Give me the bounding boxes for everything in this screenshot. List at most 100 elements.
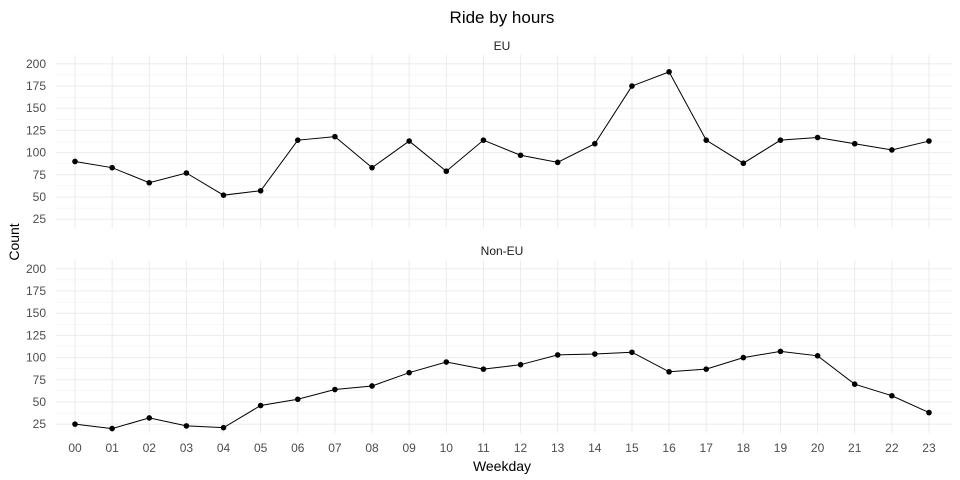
panel-strip-non-eu: Non-EU [481, 244, 524, 258]
data-point-eu-18 [740, 160, 747, 167]
data-point-eu-07 [332, 133, 338, 140]
data-point-eu-21 [851, 140, 858, 147]
data-point-non-eu-05 [257, 402, 264, 409]
x-tick-label: 08 [365, 441, 379, 455]
data-point-non-eu-20 [814, 353, 821, 359]
data-point-eu-23 [926, 138, 932, 144]
data-point-eu-14 [592, 140, 598, 147]
x-tick-label: 21 [848, 441, 862, 455]
data-point-non-eu-09 [406, 369, 412, 376]
data-point-eu-17 [703, 137, 710, 143]
data-point-eu-15 [629, 83, 635, 89]
x-tick-label: 05 [254, 441, 268, 455]
y-tick-label-eu: 100 [26, 146, 46, 160]
series-line-eu [74, 71, 930, 196]
data-point-non-eu-16 [666, 368, 672, 375]
data-point-non-eu-06 [294, 396, 301, 403]
x-tick-label: 14 [588, 441, 602, 455]
x-tick-label: 01 [105, 441, 119, 455]
data-point-non-eu-21 [851, 381, 858, 388]
y-tick-label-eu: 25 [33, 212, 47, 226]
data-point-non-eu-12 [517, 361, 524, 368]
data-point-eu-01 [109, 164, 115, 171]
x-tick-label: 03 [180, 441, 194, 455]
y-tick-label-non-eu: 75 [33, 373, 47, 387]
y-tick-label-eu: 75 [33, 168, 47, 182]
x-tick-label: 09 [402, 441, 416, 455]
data-point-non-eu-18 [740, 354, 747, 361]
y-tick-label-non-eu: 175 [26, 284, 46, 298]
chart-title: Ride by hours [450, 8, 555, 27]
data-point-non-eu-02 [146, 415, 153, 421]
x-tick-label: 00 [68, 441, 82, 455]
grid-eu [56, 55, 952, 228]
data-point-non-eu-14 [592, 351, 598, 357]
y-tick-label-non-eu: 125 [26, 328, 46, 342]
data-point-non-eu-03 [183, 423, 190, 429]
data-point-eu-12 [517, 152, 524, 159]
x-tick-label: 20 [811, 441, 825, 455]
data-point-eu-16 [666, 69, 672, 75]
x-tick-label: 02 [143, 441, 157, 455]
y-tick-label-eu: 125 [26, 123, 46, 137]
data-point-non-eu-22 [889, 392, 895, 399]
data-point-non-eu-23 [926, 409, 932, 416]
data-point-eu-20 [814, 134, 821, 141]
x-tick-label: 19 [774, 441, 788, 455]
y-tick-label-non-eu: 25 [33, 417, 47, 431]
series-line-non-eu [74, 350, 930, 430]
x-tick-label: 13 [551, 441, 565, 455]
x-axis-label: Weekday [473, 458, 531, 474]
x-tick-label: 07 [328, 441, 342, 455]
y-tick-label-non-eu: 50 [33, 395, 47, 409]
panel-strip-eu: EU [494, 39, 511, 53]
data-point-non-eu-01 [109, 425, 115, 432]
data-point-non-eu-10 [443, 359, 450, 365]
data-point-eu-02 [146, 179, 153, 186]
x-tick-label: 23 [922, 441, 936, 455]
y-tick-label-non-eu: 150 [26, 306, 46, 320]
data-point-non-eu-15 [629, 349, 635, 356]
data-point-eu-00 [72, 158, 78, 165]
data-point-non-eu-00 [72, 421, 78, 427]
data-point-non-eu-11 [480, 366, 487, 372]
y-tick-label-eu: 175 [26, 79, 46, 93]
x-tick-label: 15 [625, 441, 639, 455]
y-tick-label-non-eu: 100 [26, 351, 46, 365]
panel-eu: EU 25 50 75 100 125 150 175 200 [26, 39, 952, 228]
y-axis-label: Count [6, 223, 22, 260]
x-tick-label: 16 [662, 441, 676, 455]
y-tick-label-eu: 200 [26, 57, 46, 71]
data-point-eu-19 [777, 137, 784, 143]
data-point-non-eu-04 [220, 424, 227, 431]
data-point-non-eu-17 [703, 366, 710, 372]
x-tick-label: 22 [885, 441, 899, 455]
y-tick-label-eu: 150 [26, 101, 46, 115]
data-point-eu-10 [443, 168, 450, 175]
x-tick-label: 04 [217, 441, 231, 455]
panel-non-eu: Non-EU 25 50 75 100 125 150 175 200 [26, 244, 952, 433]
y-tick-label-eu: 50 [33, 190, 47, 204]
x-tick-label: 12 [514, 441, 528, 455]
data-point-non-eu-13 [554, 352, 561, 358]
x-tick-label: 17 [700, 441, 714, 455]
y-tick-label-non-eu: 200 [26, 262, 46, 276]
data-point-eu-13 [554, 159, 561, 166]
data-point-non-eu-07 [332, 386, 338, 393]
x-axis-ticks: 00 01 02 03 04 05 06 07 08 09 10 11 12 13 14 15 16 17 18 19… [68, 441, 936, 455]
data-point-eu-05 [257, 187, 264, 194]
data-point-eu-22 [889, 147, 895, 153]
x-tick-label: 18 [737, 441, 751, 455]
data-point-eu-08 [369, 164, 375, 171]
data-point-eu-09 [406, 138, 412, 144]
grid-non-eu [56, 260, 952, 433]
data-point-non-eu-08 [369, 383, 375, 389]
data-point-eu-11 [480, 137, 487, 143]
x-tick-label: 06 [291, 441, 305, 455]
x-tick-label: 10 [440, 441, 454, 455]
data-point-eu-06 [294, 137, 301, 143]
data-point-eu-04 [220, 192, 227, 198]
data-point-non-eu-19 [777, 348, 784, 355]
x-tick-label: 11 [477, 441, 490, 455]
